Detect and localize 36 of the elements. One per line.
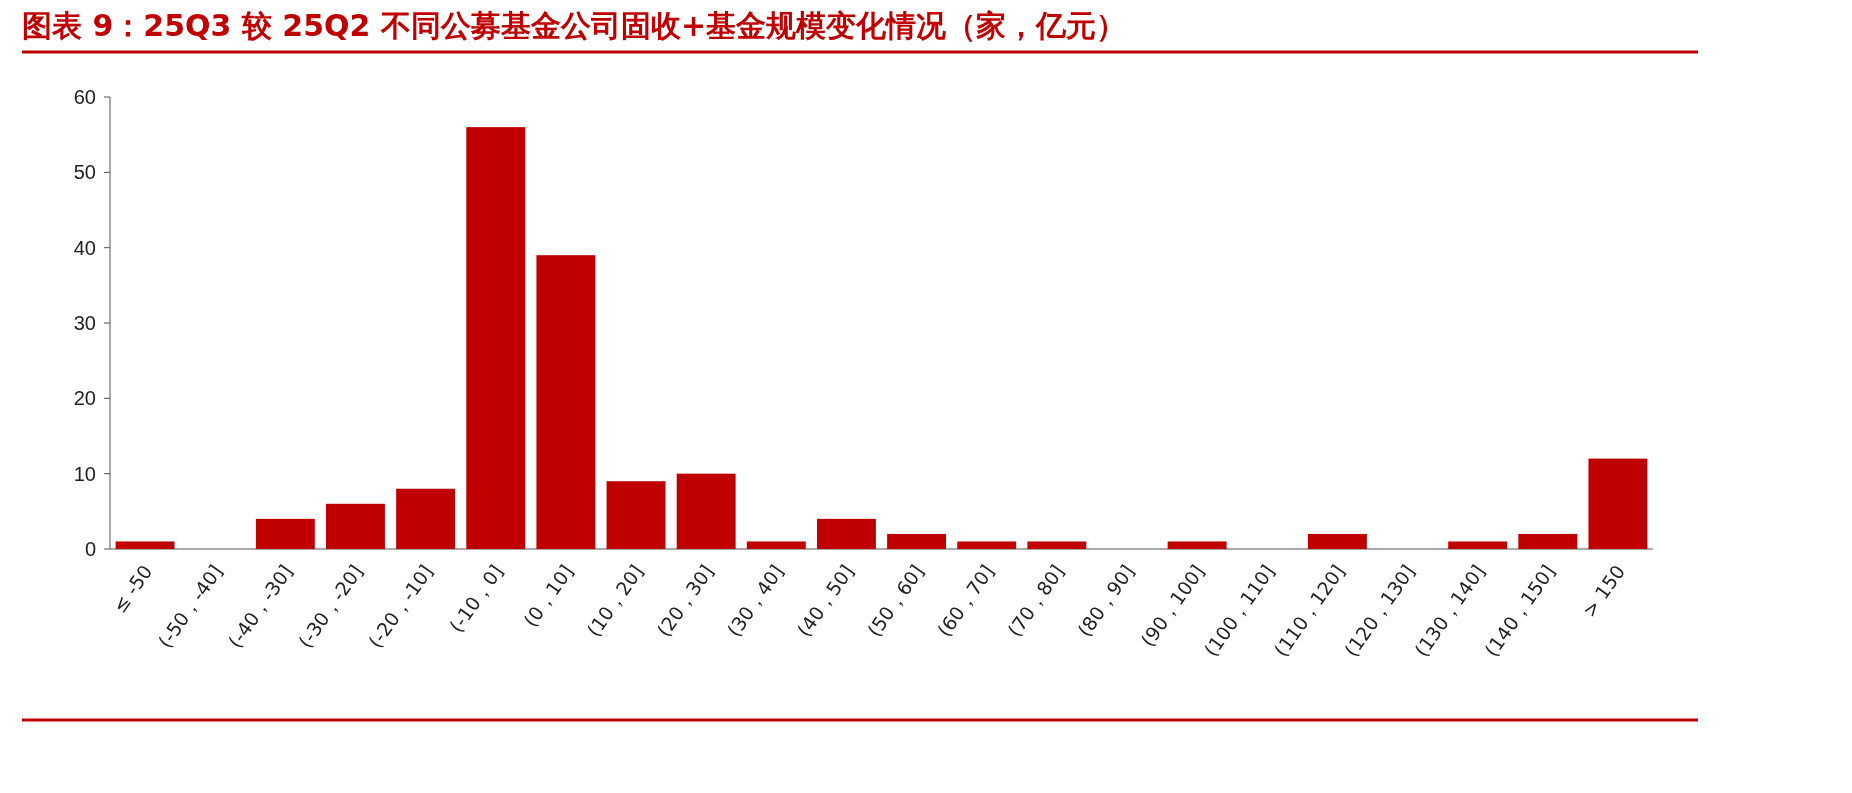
bar [1027,541,1087,549]
chart-title: 图表 9：25Q3 较 25Q2 不同公募基金公司固收+基金规模变化情况（家，亿元） [22,8,1127,43]
y-tick-label: 50 [73,161,96,184]
bar [606,481,666,549]
bar [1307,533,1367,549]
bar [1448,541,1508,549]
bar [255,518,315,549]
y-tick-label: 10 [73,462,96,485]
bar [536,255,596,549]
y-tick-label: 20 [73,387,96,410]
y-tick-label: 30 [73,312,96,334]
bar [396,488,456,549]
bar [1518,533,1578,549]
bar [466,127,526,549]
bar [887,533,947,549]
x-tick-label: (40，50] [792,560,858,641]
bar [115,541,175,549]
y-tick-label: 60 [73,86,96,108]
bar [746,541,806,549]
y-tick-label: 40 [73,236,96,259]
bar [957,541,1017,549]
y-tick-label: 0 [84,538,96,560]
x-tick-label: (80，90] [1073,560,1139,641]
bar [676,473,736,549]
x-tick-label: (10，20] [582,560,648,641]
x-tick-label: (30，40] [722,560,788,641]
x-tick-label: ≤ -50 [107,560,157,617]
bar [1588,458,1648,549]
x-tick-label: (60，70] [932,560,998,641]
x-tick-label: (0，10] [518,560,578,631]
x-tick-label: (20，30] [652,560,718,641]
bar [326,503,385,549]
x-tick-label: (70，80] [1002,560,1069,641]
bar [1167,541,1227,549]
bar [816,518,876,549]
x-tick-label: (50，60] [862,560,928,641]
